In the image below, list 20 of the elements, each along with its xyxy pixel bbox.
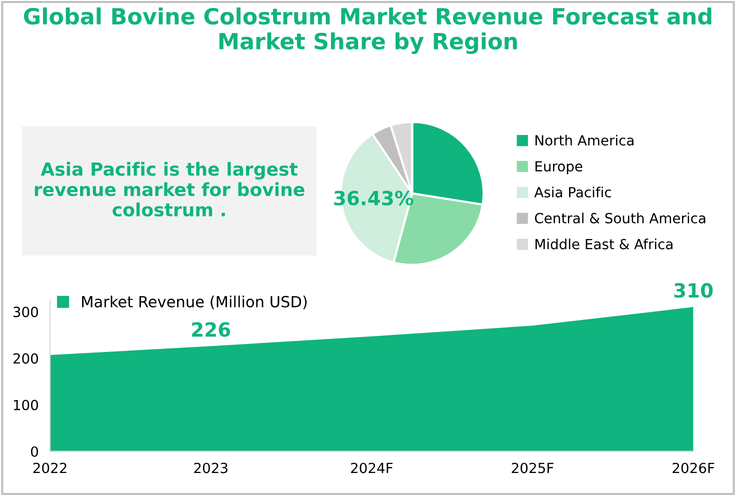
legend-label: Asia Pacific (534, 186, 611, 198)
text: Global Bovine Colostrum Market Revenue Forecast and Market Share by Region (24, 7, 712, 54)
y-tick-label: 0 (31, 446, 38, 457)
y-tick-label: 300 (13, 306, 38, 318)
x-tick-label: 2024F (351, 462, 393, 474)
x-tick-label: 2026F (672, 462, 714, 474)
legend-label: North America (536, 134, 634, 146)
x-tick-label: 2025F (512, 462, 554, 474)
y-tick-label: 100 (14, 400, 38, 410)
data-label: 226 (192, 322, 230, 337)
x-tick-label: 2022 (33, 462, 66, 474)
legend-label: Market Revenue (Million USD) (82, 296, 307, 310)
text: Asia Pacific is the largest revenue market for bovine colostrum . (34, 162, 304, 216)
legend-label: Middle East & Africa (536, 238, 672, 250)
x-tick-label: 2023 (194, 462, 228, 474)
legend-label: Central & South America (534, 212, 706, 224)
y-tick-label: 200 (13, 353, 38, 364)
data-label: 310 (674, 283, 713, 298)
legend-label: Europe (536, 161, 582, 174)
data-label: 36.43% (334, 190, 414, 206)
